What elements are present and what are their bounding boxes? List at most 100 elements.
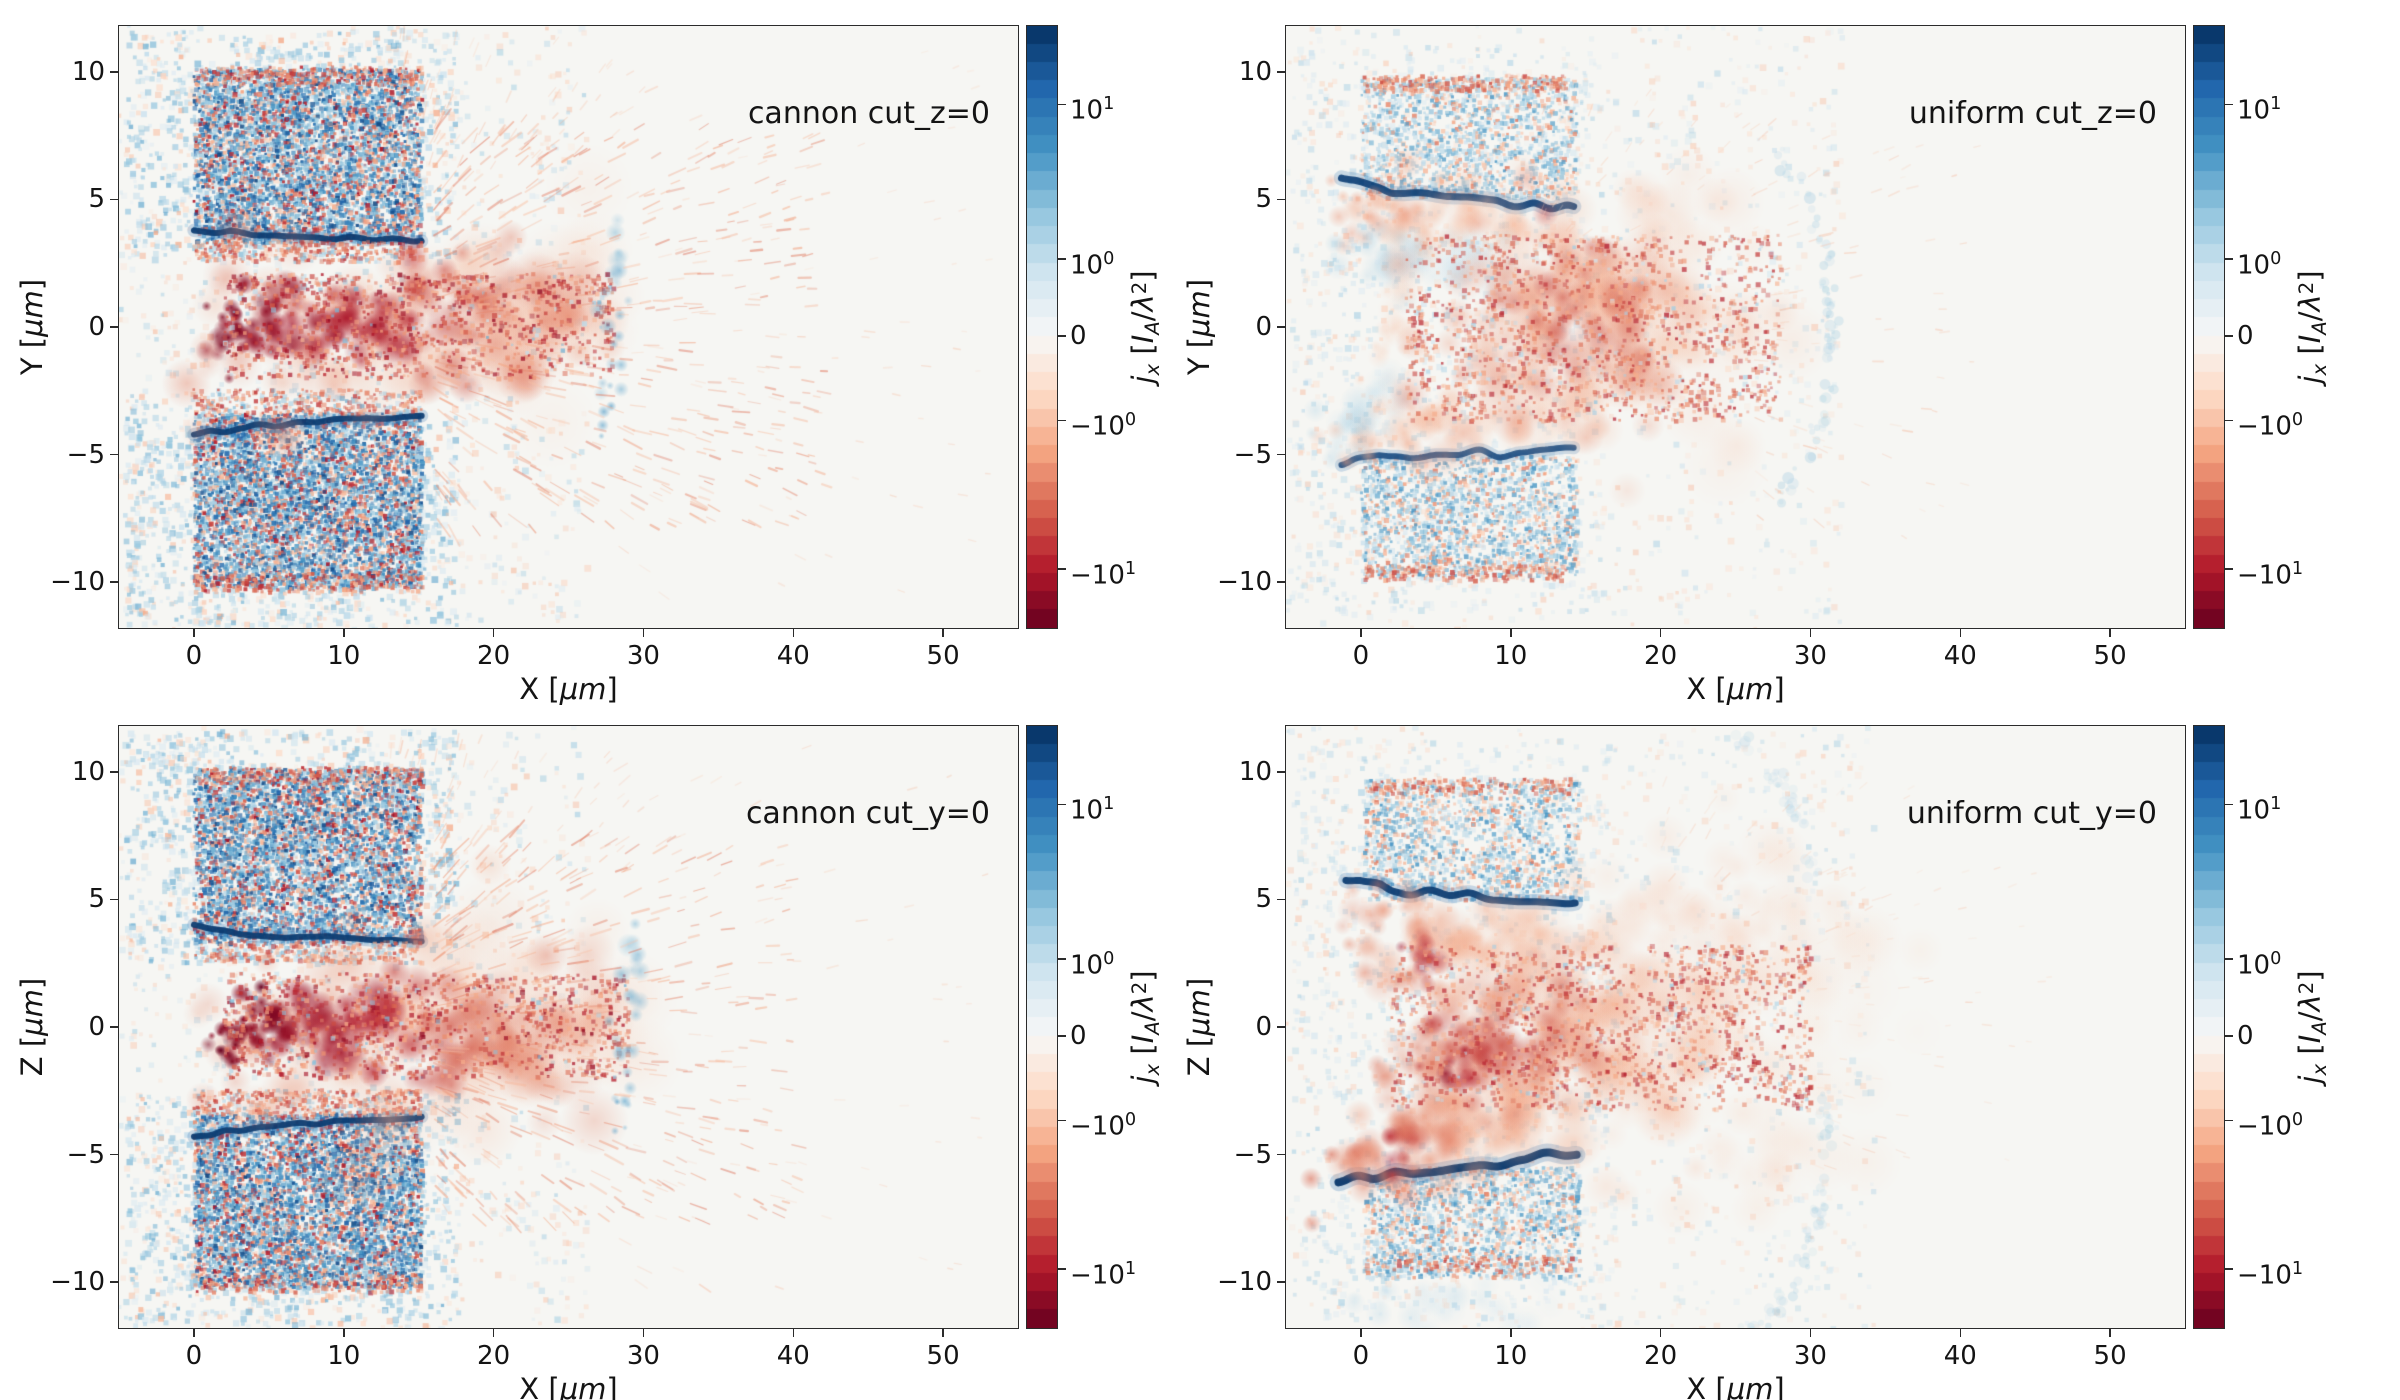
colorbar-tick-label: 0 [2237,321,2254,352]
x-tick-mark [1959,1329,1961,1337]
x-axis-label: X [μm] [1686,672,1785,706]
x-tick-label: 40 [776,1341,810,1371]
y-tick-mark [1277,198,1285,201]
panel-title: uniform cut_y=0 [1906,796,2157,831]
x-tick-label: 50 [2093,641,2127,671]
y-tick-label: 10 [71,56,105,87]
plot-area-uniform-cut-z0 [1285,25,2186,629]
y-tick-label: −10 [50,567,105,598]
colorbar-tick-label: −100 [2237,1110,2304,1142]
x-tick-mark [193,629,195,637]
x-tick-label: 40 [1943,1341,1977,1371]
x-tick-mark [1959,629,1961,637]
colorbar-tick-mark [1058,1268,1066,1270]
x-tick-mark [1659,1329,1662,1337]
colorbar-tick-mark [2225,419,2233,422]
x-tick-mark [642,1329,645,1337]
x-tick-label: 0 [1352,641,1370,671]
y-tick-label: −5 [66,439,105,470]
x-tick-label: 0 [1352,1341,1370,1371]
y-tick-mark [110,1281,118,1283]
x-tick-label: 10 [1494,1341,1528,1371]
y-tick-mark [110,326,118,328]
y-tick-mark [110,1026,118,1028]
colorbar-tick-label: 100 [2237,948,2282,981]
x-axis-label: X [μm] [519,672,618,706]
colorbar-tick-mark [2225,258,2233,260]
y-tick-mark [1277,71,1285,73]
x-axis-label: X [μm] [519,1372,618,1400]
x-tick-mark [2109,629,2111,637]
colorbar-tick-label: 101 [1070,794,1115,826]
y-tick-mark [110,1153,118,1156]
colorbar-tick-mark [2225,1268,2233,1270]
colorbar-label: jx [IA/λ2] [2293,270,2331,384]
y-tick-label: 0 [88,312,105,342]
y-tick-mark [110,771,118,773]
colorbar-tick-mark [2225,568,2233,570]
y-tick-label: −10 [1217,567,1272,598]
y-tick-label: −5 [1233,439,1272,470]
colorbar-tick-label: −101 [2237,559,2304,591]
plot-area-cannon-cut-y0 [118,725,1019,1329]
x-tick-mark [1809,1329,1812,1337]
colorbar-tick-label: −101 [1070,1259,1137,1291]
colorbar-tick-mark [1058,103,1066,105]
panel-title: cannon cut_y=0 [745,796,990,831]
colorbar-tick-mark [1058,958,1066,960]
colorbar-tick-label: −100 [1070,1110,1137,1142]
colorbar-tick-mark [2225,103,2233,105]
plot-area-cannon-cut-z0 [118,25,1019,629]
colorbar-canvas [1027,726,1057,1328]
colorbar-tick-label: −100 [1070,410,1137,442]
heatmap-canvas [1286,26,2185,628]
colorbar-tick-label: 0 [1070,1021,1087,1052]
x-tick-mark [193,1329,195,1337]
colorbar-tick-mark [1058,568,1066,570]
x-tick-label: 20 [477,1341,511,1371]
x-tick-mark [1360,629,1362,637]
colorbar-tick-label: −101 [2237,1259,2304,1291]
colorbar-tick-label: 0 [2237,1021,2254,1052]
y-tick-mark [110,581,118,583]
colorbar [1026,25,1058,629]
y-tick-label: 5 [88,884,105,915]
y-tick-label: 10 [1238,756,1272,787]
colorbar-tick-mark [1058,258,1066,260]
y-tick-label: 5 [1255,884,1272,915]
x-tick-label: 10 [327,641,361,671]
colorbar-canvas [2194,726,2224,1328]
x-tick-mark [1510,1329,1512,1337]
colorbar [1026,725,1058,1329]
x-tick-mark [1360,1329,1362,1337]
y-tick-label: −5 [1233,1139,1272,1170]
y-tick-mark [1277,1281,1285,1283]
y-tick-mark [1277,1026,1285,1028]
plot-area-uniform-cut-y0 [1285,725,2186,1329]
colorbar-tick-label: 100 [2237,248,2282,281]
colorbar-tick-mark [2225,1035,2233,1037]
x-tick-mark [792,629,794,637]
colorbar-tick-label: 101 [2237,794,2282,826]
colorbar-tick-mark [1058,1035,1066,1037]
y-tick-label: 5 [1255,184,1272,215]
x-tick-mark [1659,629,1662,637]
panel-title: uniform cut_z=0 [1908,96,2157,131]
y-tick-mark [1277,581,1285,583]
y-tick-label: 5 [88,184,105,215]
colorbar-tick-label: 100 [1070,248,1115,281]
colorbar-tick-mark [1058,335,1066,337]
colorbar-canvas [2194,26,2224,628]
heatmap-canvas [1286,726,2185,1328]
y-tick-label: 10 [1238,56,1272,87]
x-tick-label: 20 [1644,1341,1678,1371]
x-tick-mark [2109,1329,2111,1337]
x-tick-label: 40 [776,641,810,671]
y-tick-mark [110,198,118,201]
colorbar-label: jx [IA/λ2] [1126,270,1164,384]
heatmap-canvas [119,26,1018,628]
colorbar-tick-label: −100 [2237,410,2304,442]
x-tick-mark [942,629,944,637]
x-tick-mark [942,1329,944,1337]
